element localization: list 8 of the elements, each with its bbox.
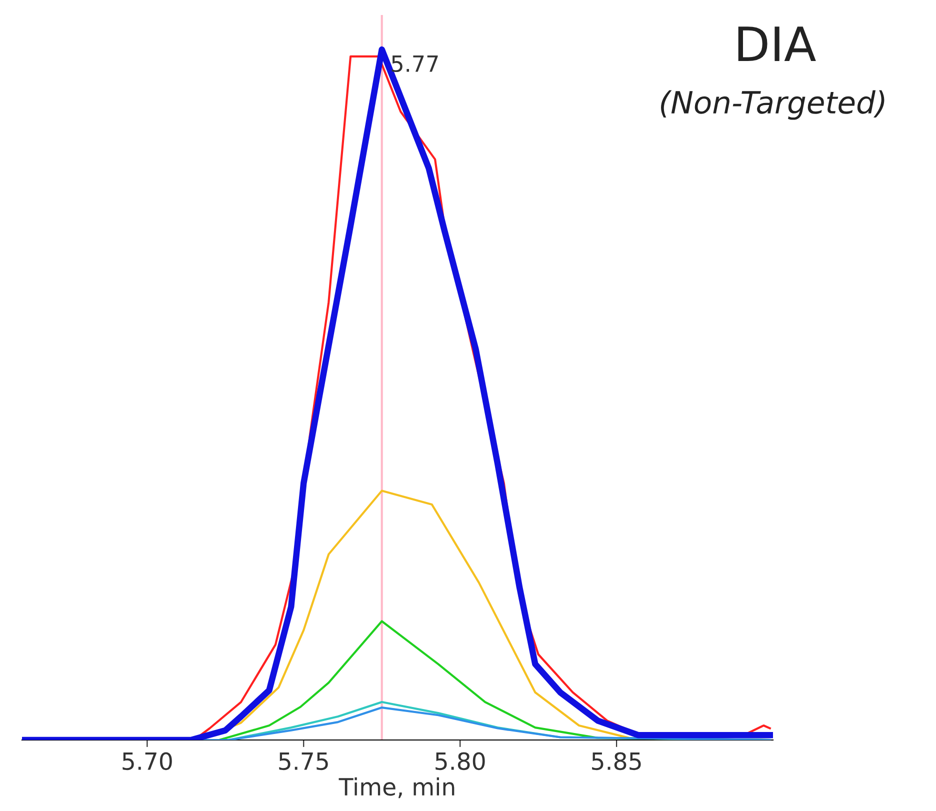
annotation: 5.77 — [392, 56, 438, 72]
x-tick-label: 5.75 — [279, 752, 328, 770]
text: (Non-Targeted) — [661, 90, 884, 120]
x-tick-label: 5.85 — [592, 752, 641, 770]
x-tick-label: 5.80 — [436, 752, 485, 770]
x-axis-title: Time, min — [338, 777, 454, 798]
chart-title: DIA — [738, 26, 816, 62]
x-tick-label: 5.70 — [122, 752, 172, 770]
